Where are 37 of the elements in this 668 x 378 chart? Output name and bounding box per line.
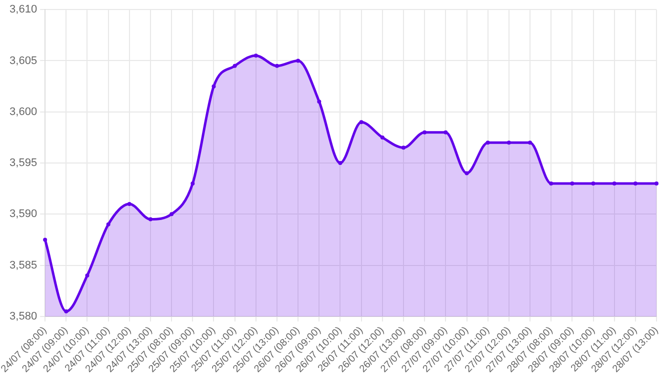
point	[444, 130, 448, 134]
y-tick-label: 3,605	[10, 54, 38, 67]
point	[85, 274, 90, 278]
point	[148, 217, 152, 222]
point	[612, 181, 616, 186]
point	[528, 140, 532, 145]
point	[402, 146, 406, 150]
y-tick-label: 3,590	[10, 208, 38, 220]
point	[654, 181, 659, 186]
point	[506, 140, 511, 145]
point	[633, 181, 638, 186]
y-tick-label: 3,610	[10, 4, 38, 16]
point	[591, 181, 596, 186]
point	[43, 238, 48, 242]
point	[64, 309, 68, 314]
point	[127, 202, 132, 206]
point	[486, 140, 490, 145]
point	[106, 222, 110, 226]
point	[464, 171, 469, 176]
y-tick-label: 3,585	[10, 259, 38, 272]
point	[317, 100, 322, 104]
point	[274, 64, 279, 68]
point	[212, 84, 216, 88]
point	[359, 120, 364, 124]
point	[380, 135, 384, 140]
y-tick-label: 3,580	[10, 310, 38, 322]
point	[254, 54, 258, 58]
point	[170, 212, 174, 216]
point	[422, 130, 427, 134]
y-tick-label: 3,595	[10, 157, 38, 170]
point	[549, 181, 554, 186]
point	[190, 181, 195, 186]
point	[338, 161, 342, 166]
point	[232, 64, 237, 68]
point	[570, 181, 574, 186]
point	[296, 58, 300, 63]
y-tick-label: 3,600	[10, 106, 38, 118]
